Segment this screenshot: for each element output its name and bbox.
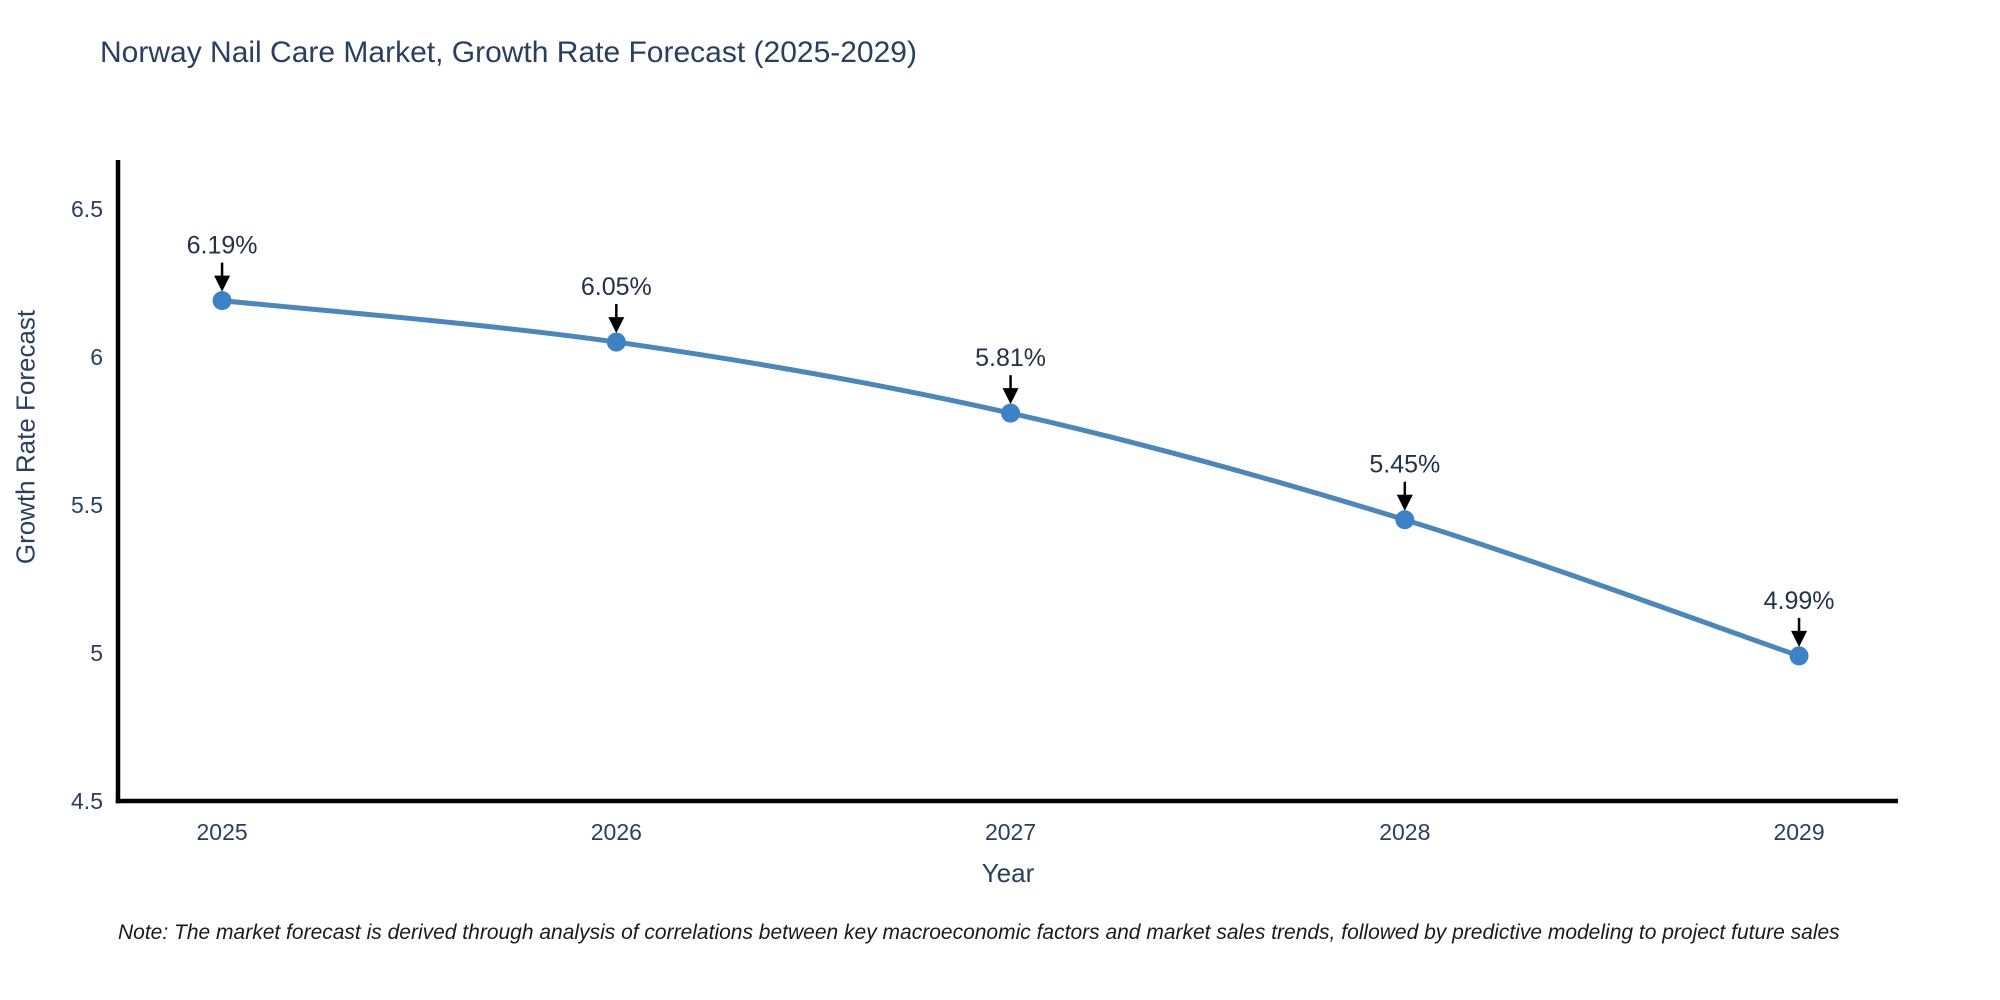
annotation-arrowhead <box>608 317 625 334</box>
annotation-arrowhead <box>1002 388 1019 405</box>
x-axis-title: Year <box>981 858 1035 888</box>
x-tick-label: 2027 <box>985 819 1036 845</box>
x-tick-label: 2025 <box>196 819 247 845</box>
y-tick-label: 6.5 <box>71 196 103 222</box>
y-tick-label: 5.5 <box>71 492 103 518</box>
annotation-label: 6.05% <box>581 273 652 301</box>
data-point-marker <box>1395 510 1415 530</box>
annotation-label: 5.45% <box>1369 451 1440 479</box>
annotation-arrowhead <box>214 275 231 292</box>
y-tick-label: 4.5 <box>71 788 103 814</box>
chart-title: Norway Nail Care Market, Growth Rate For… <box>100 36 917 69</box>
data-point-marker <box>1789 646 1809 666</box>
x-tick-label: 2026 <box>591 819 642 845</box>
y-tick-label: 5 <box>90 640 103 666</box>
annotation-label: 5.81% <box>975 344 1046 372</box>
x-tick-label: 2028 <box>1379 819 1430 845</box>
data-point-marker <box>212 291 232 311</box>
annotation-arrowhead <box>1791 630 1808 647</box>
footnote: Note: The market forecast is derived thr… <box>118 921 1840 944</box>
annotation-label: 6.19% <box>187 232 258 260</box>
data-point-marker <box>1001 403 1021 423</box>
annotation-arrowhead <box>1396 494 1413 511</box>
y-tick-label: 6 <box>90 344 103 370</box>
data-point-marker <box>606 332 626 352</box>
annotation-label: 4.99% <box>1764 587 1835 615</box>
x-tick-label: 2029 <box>1773 819 1824 845</box>
